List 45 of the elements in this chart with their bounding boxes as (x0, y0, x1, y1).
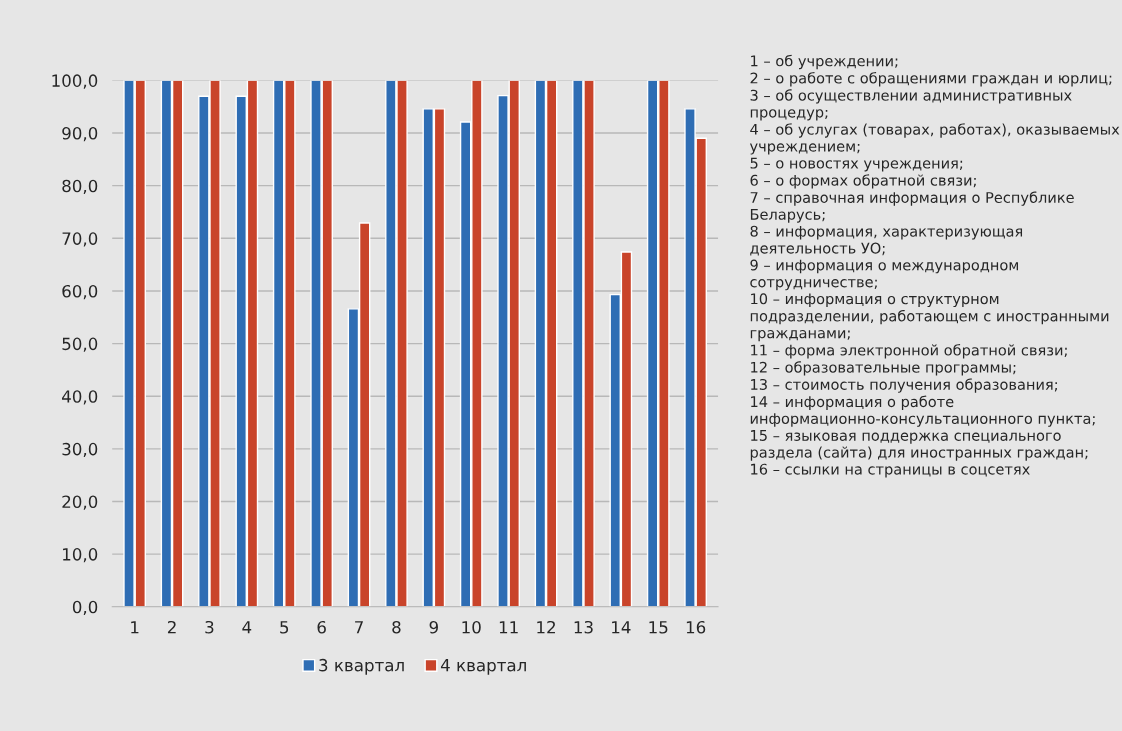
x-tick-label: 1 (131, 621, 139, 634)
text: 5 – о новостях учреждения; (750, 157, 963, 172)
x-tick-label: 10 (462, 620, 481, 634)
x-tick-label: 11 (499, 621, 518, 634)
x-tick-label: 14 (612, 621, 631, 634)
legend-label: 4 квартал (440, 659, 526, 675)
text: 8 – информация, характеризующая деятельность УО; (750, 225, 1023, 256)
x-tick-label: 7 (355, 621, 363, 634)
y-tick-label: 10,0 (63, 548, 98, 563)
text: 6 – о формах обратной связи; (750, 174, 976, 189)
text: 11 – форма электронной обратной связи; (751, 344, 1067, 359)
x-tick-label: 16 (686, 620, 706, 634)
text: 16 – ссылки на страницы в соцсетях (751, 463, 1030, 478)
x-tick-label: 12 (537, 620, 555, 634)
x-tick-label: 2 (167, 620, 176, 634)
text: 2 – о работе с обращениями граждан и юрлиц; (750, 72, 1112, 87)
x-tick-label: 3 (205, 620, 214, 634)
y-tick-label: 0,0 (72, 600, 98, 615)
y-tick-label: 20,0 (62, 495, 98, 510)
y-tick-label: 80,0 (62, 179, 98, 194)
y-tick-label: 60,0 (62, 284, 98, 300)
y-tick-label: 90,0 (62, 127, 98, 142)
legend-label: 3 квартал (319, 658, 404, 675)
x-tick-label: 5 (280, 621, 289, 634)
x-tick-label: 6 (317, 620, 326, 634)
text: 1 – об учреждении; (751, 54, 898, 70)
x-tick-label: 4 (242, 621, 252, 634)
text: 10 – информация о структурном подразделении, работающем с иностранными гражданами; (750, 293, 1109, 342)
x-tick-label: 9 (429, 620, 438, 634)
text: 13 – стоимость получения образования; (751, 378, 1057, 393)
text: 15 – языковая поддержка специального раздела (сайта) для иностранных граждан; (750, 430, 1088, 461)
y-tick-label: 50,0 (62, 337, 98, 352)
x-tick-label: 13 (574, 620, 593, 634)
text: 14 – информация о работе информационно-консультационного пункта; (750, 395, 1095, 427)
y-tick-label: 30,0 (62, 442, 98, 458)
text: 12 – образовательные программы; (751, 361, 1016, 376)
text: 3 – об осуществлении административных процедур; (750, 89, 1072, 121)
x-tick-label: 15 (649, 621, 668, 634)
y-tick-label: 40,0 (62, 390, 98, 405)
x-tick-label: 8 (392, 620, 401, 634)
y-tick-label: 70,0 (62, 232, 98, 247)
text: 7 – справочная информация о Республике Беларусь; (750, 191, 1074, 223)
text: 9 – информация о международном сотрудничестве; (750, 259, 1018, 291)
y-tick-label: 100,0 (52, 74, 98, 89)
text: 4 – об услугах (товарах, работах), оказываемых учреждением; (749, 123, 1120, 155)
